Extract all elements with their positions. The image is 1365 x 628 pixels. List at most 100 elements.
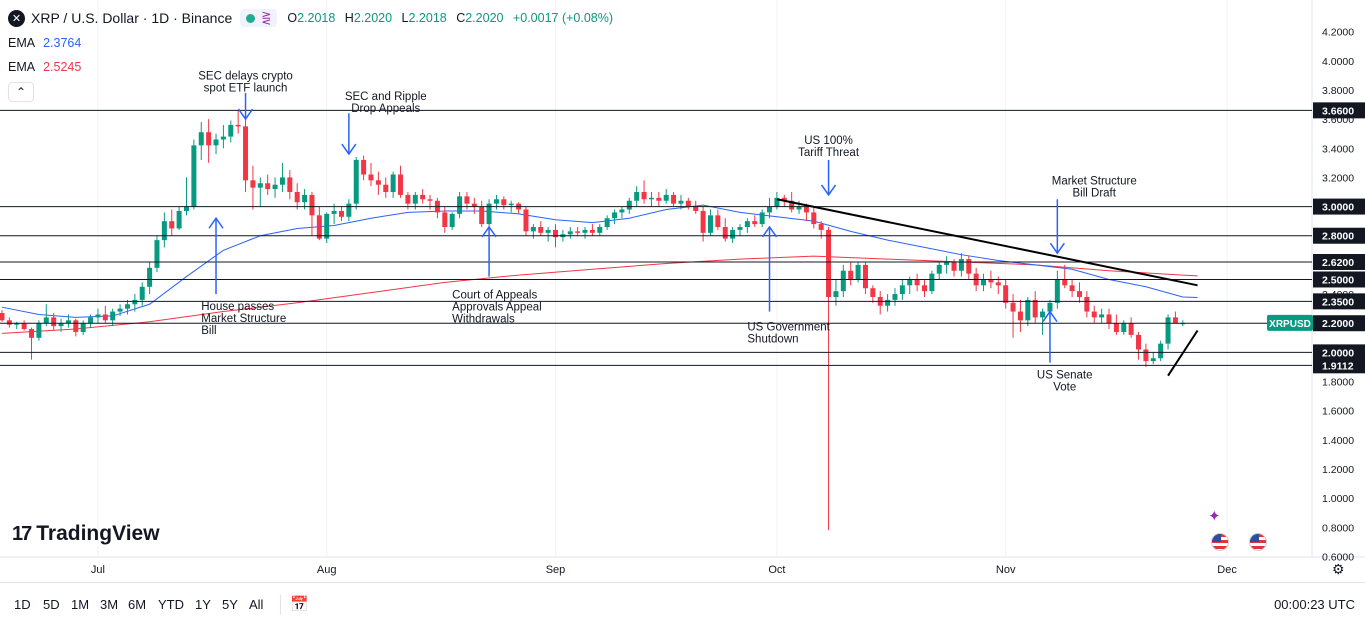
utc-clock[interactable]: 00:00:23 UTC <box>1274 597 1355 612</box>
sparkle-ai-icon[interactable]: ✦ <box>1208 508 1221 525</box>
level-tag-label: 2.8000 <box>1322 231 1354 243</box>
candle-up <box>58 323 64 327</box>
candle-down <box>641 192 647 200</box>
candle-up <box>65 320 71 324</box>
open-value: 2.2018 <box>297 11 336 25</box>
y-tick-label: 4.2000 <box>1322 27 1354 39</box>
range-3m-button[interactable]: 3M <box>100 597 119 612</box>
candle-down <box>6 320 12 325</box>
ema-legend-2[interactable]: EMA 2.5245 <box>8 60 81 74</box>
annotation-text: House passes <box>201 301 274 313</box>
candle-up <box>36 323 42 338</box>
annotation-text: SEC delays crypto <box>198 71 293 83</box>
candle-down <box>1136 334 1142 350</box>
candle-down <box>1076 291 1082 297</box>
candle-up <box>508 203 514 206</box>
candle-down <box>995 282 1001 286</box>
tradingview-logo: 17 TradingView <box>12 522 160 546</box>
candle-down <box>235 124 241 127</box>
y-tick-label: 1.8000 <box>1322 377 1354 389</box>
candle-down <box>589 229 595 233</box>
x-tick-label: Dec <box>1217 564 1237 576</box>
range-all-button[interactable]: All <box>249 597 264 612</box>
candle-down <box>685 200 691 207</box>
annotation-arrowhead <box>761 225 778 238</box>
annotation-text: Market Structure <box>1052 176 1137 188</box>
annotation-text: Tariff Threat <box>798 147 860 159</box>
candle-up <box>80 323 86 332</box>
candle-up <box>191 145 197 207</box>
candle-up <box>176 210 182 229</box>
us-flag-event-icon[interactable] <box>1211 533 1229 551</box>
candle-down <box>427 199 433 201</box>
collapse-legend-button[interactable]: ⌃ <box>8 82 34 102</box>
candle-up <box>1025 299 1031 321</box>
candle-up <box>737 226 743 230</box>
candle-down <box>693 206 699 211</box>
candle-down <box>1032 299 1038 318</box>
range-5d-button[interactable]: 5D <box>43 597 60 612</box>
candle-down <box>914 279 920 286</box>
candle-down <box>818 224 824 230</box>
candle-up <box>331 210 337 214</box>
candle-up <box>678 200 684 204</box>
candle-up <box>619 209 625 213</box>
level-tag <box>1313 198 1365 215</box>
candle-up <box>353 159 359 204</box>
candle-up <box>604 218 610 227</box>
candle-up <box>272 184 278 190</box>
ema-legend-1[interactable]: EMA 2.3764 <box>8 36 81 50</box>
candle-down <box>922 285 927 292</box>
candle-down <box>1010 302 1016 312</box>
level-tag <box>1313 293 1365 310</box>
candle-up <box>1054 279 1060 303</box>
candle-up <box>412 194 418 204</box>
candle-up <box>161 221 167 241</box>
range-1d-button[interactable]: 1D <box>14 597 31 612</box>
candle-down <box>21 323 27 330</box>
symbol-title[interactable]: XRP / U.S. Dollar · 1D · Binance <box>31 10 233 26</box>
candle-down <box>1128 323 1134 335</box>
candle-down <box>501 199 507 206</box>
annotation-arrowhead <box>208 216 224 229</box>
annotation-arrowhead <box>1049 242 1065 255</box>
price-chart[interactable]: Jul Aug Sep Oct Nov Dec4.20004.00003.80003.60… <box>0 0 1365 582</box>
annotation-text: Market Structure <box>201 313 286 325</box>
change-value: +0.0017 (+0.08%) <box>512 11 614 25</box>
candle-down <box>1017 311 1023 321</box>
ohlc-readout: O2.2018 H2.2020 L2.2018 C2.2020 +0.0017 … <box>287 11 619 25</box>
candle-up <box>730 229 736 239</box>
annotation-text: Vote <box>1053 382 1076 394</box>
candle-up <box>582 229 588 233</box>
range-6m-button[interactable]: 6M <box>128 597 147 612</box>
us-flag-event-icon[interactable] <box>1249 533 1267 551</box>
status-pill[interactable]: ⋛ <box>240 9 278 27</box>
y-tick-label: 0.8000 <box>1322 522 1354 534</box>
range-1y-button[interactable]: 1Y <box>195 597 211 612</box>
range-1m-button[interactable]: 1M <box>71 597 90 612</box>
calendar-icon[interactable]: 📅 <box>290 596 309 613</box>
annotation-text: US Senate <box>1037 370 1093 382</box>
candle-down <box>361 159 367 175</box>
range-5y-button[interactable]: 5Y <box>222 597 238 612</box>
candle-up <box>43 317 49 324</box>
candle-up <box>132 299 138 305</box>
candle-up <box>324 213 330 239</box>
annotation-text: spot ETF launch <box>204 83 288 95</box>
annotation-text: Court of Appeals <box>452 289 537 301</box>
candle-down <box>471 203 477 207</box>
low-value: 2.2018 <box>408 11 447 25</box>
range-ytd-button[interactable]: YTD <box>158 597 184 612</box>
low-key: L <box>401 11 409 25</box>
share-icon: ⋛ <box>261 11 272 25</box>
candle-up <box>767 206 773 213</box>
annotation-text: Withdrawals <box>452 313 515 325</box>
toolbar-divider <box>280 595 281 615</box>
level-tag <box>1313 344 1365 361</box>
gear-icon[interactable]: ⚙ <box>1332 561 1345 577</box>
candle-down <box>287 177 293 192</box>
candle-up <box>279 177 285 185</box>
candle-down <box>206 132 212 146</box>
candle-down <box>951 261 957 271</box>
candle-up <box>1047 302 1053 312</box>
